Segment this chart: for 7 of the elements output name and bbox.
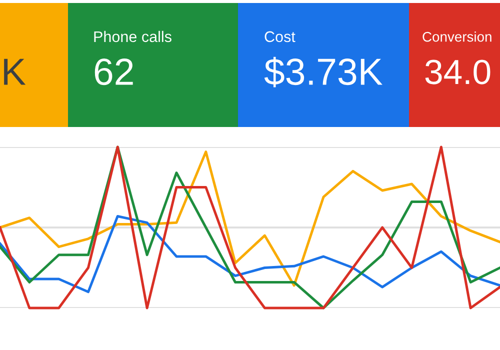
text: Phone calls xyxy=(94,30,172,42)
text: Cost xyxy=(264,31,296,42)
text: $3.73K xyxy=(264,56,382,88)
text: 62 xyxy=(94,58,133,86)
text: K xyxy=(4,58,26,85)
text: 34.0 xyxy=(425,60,490,84)
text: Conversion xyxy=(422,32,492,42)
